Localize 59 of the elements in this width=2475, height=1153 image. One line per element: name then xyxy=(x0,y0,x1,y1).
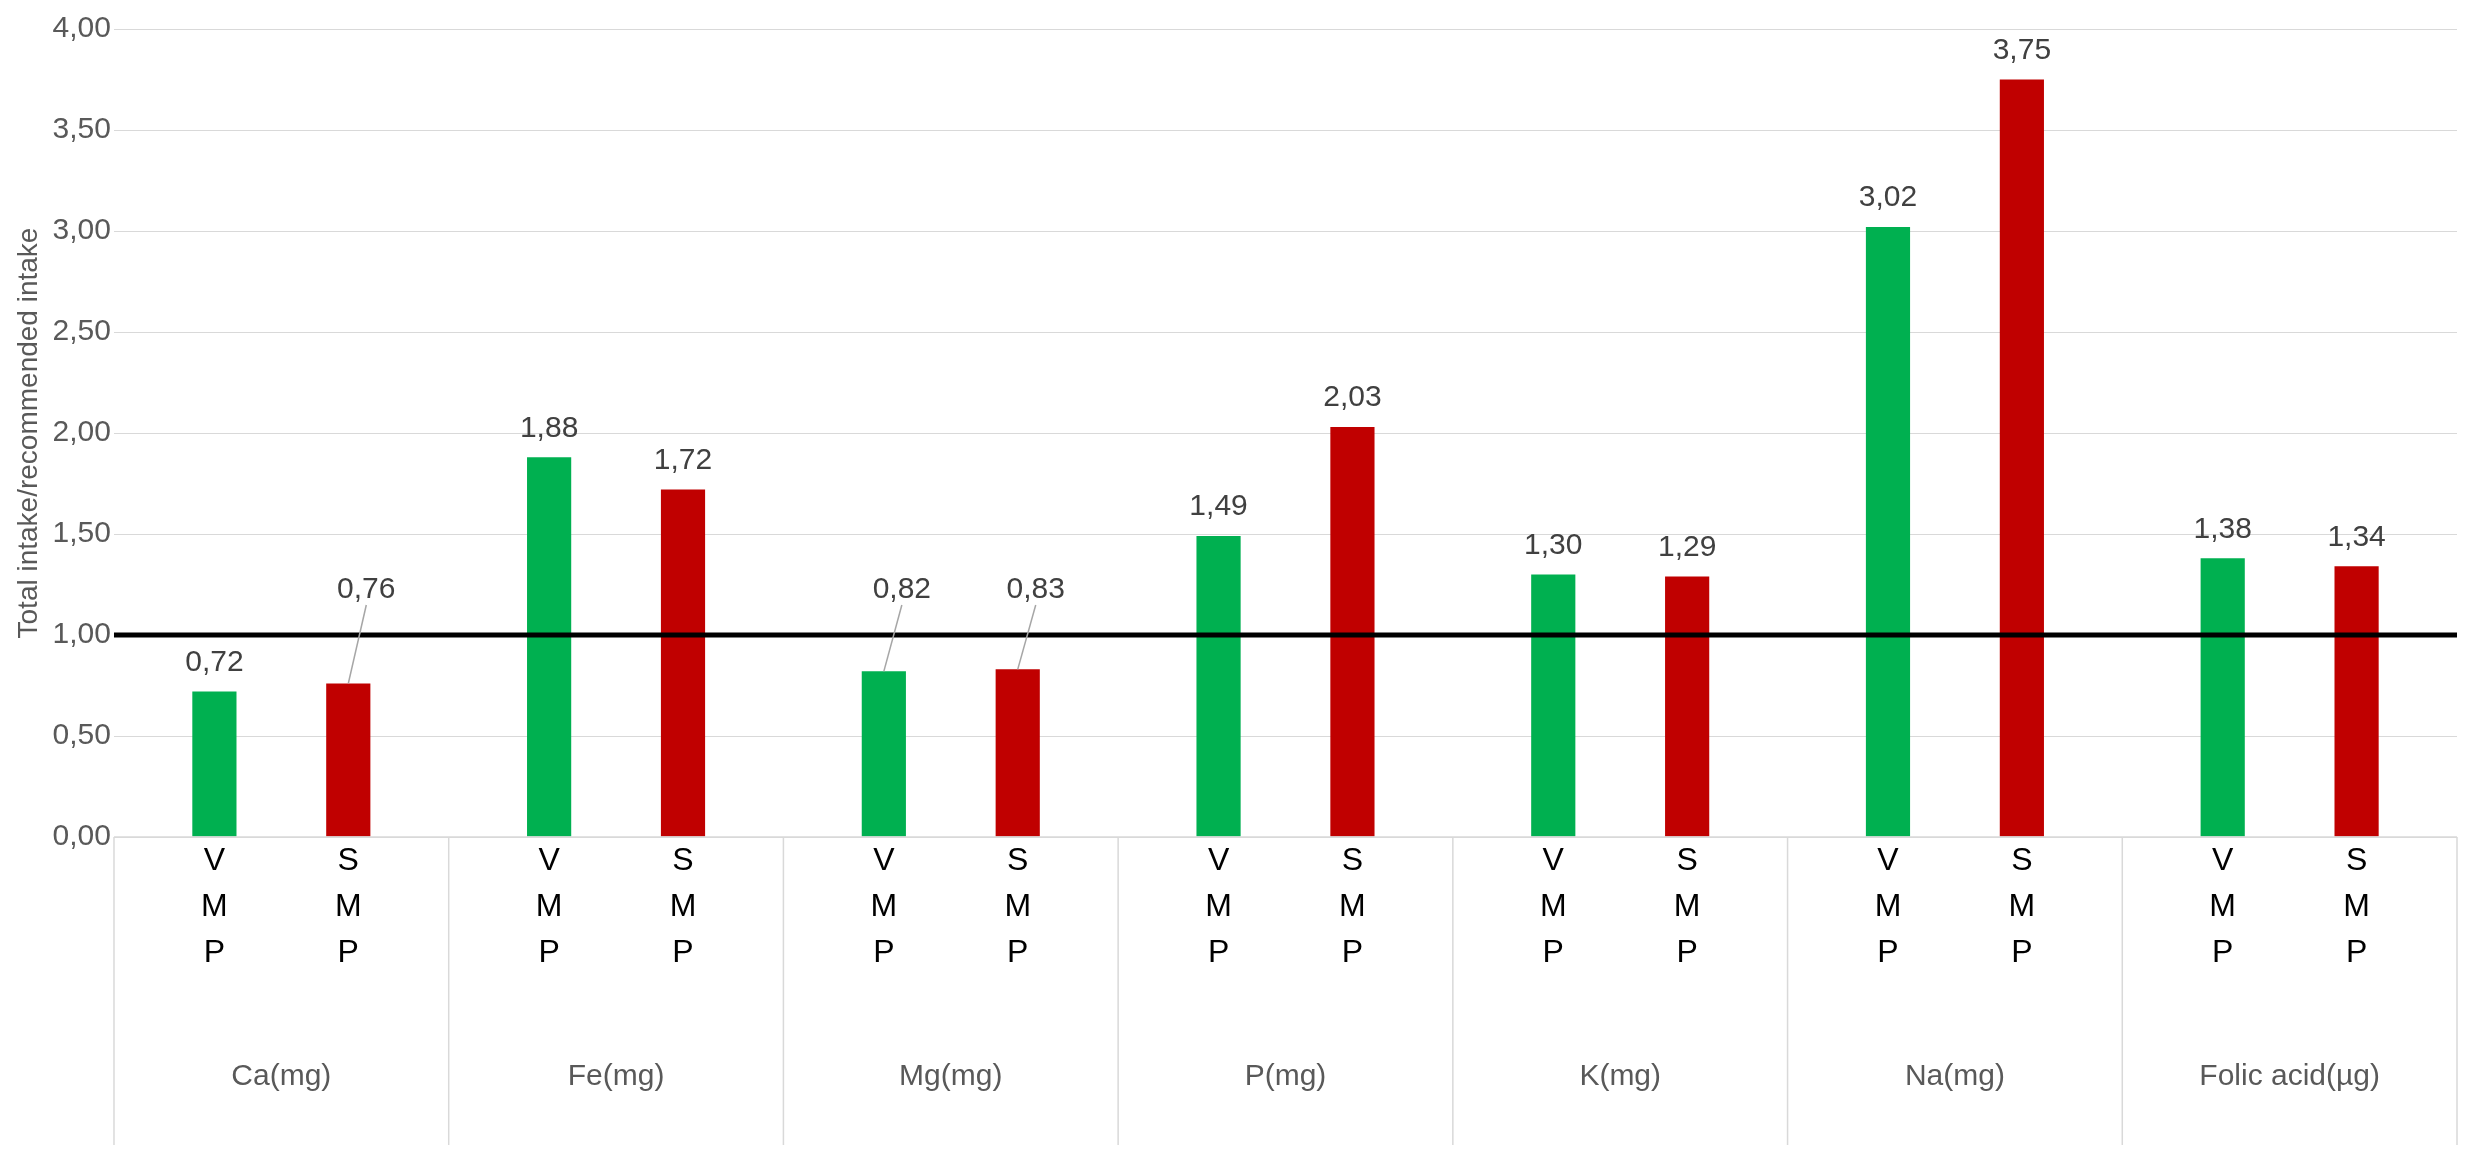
data-label: 1,29 xyxy=(1657,528,1717,562)
bar xyxy=(326,683,371,837)
data-label: 0,72 xyxy=(185,643,244,677)
bar xyxy=(1196,536,1241,837)
x-tick-label: Na(mg) xyxy=(1904,1058,2005,1092)
bar xyxy=(995,669,1040,837)
y-tick-label: 2,50 xyxy=(52,313,111,347)
y-tick-label: 3,00 xyxy=(52,212,111,246)
x-tick-label: K(mg) xyxy=(1579,1058,1662,1092)
series-label: SMP xyxy=(334,840,362,969)
bar xyxy=(2334,566,2379,837)
text: SMP xyxy=(669,840,697,969)
x-tick-label: Fe(mg) xyxy=(567,1058,665,1092)
text: SMP xyxy=(1004,840,1032,969)
data-label: 3,75 xyxy=(1992,31,2052,65)
bar xyxy=(192,691,237,837)
y-tick-label: 2,00 xyxy=(52,414,111,448)
text: VMP xyxy=(1205,840,1232,969)
y-tick-label: 3,50 xyxy=(52,111,111,145)
data-label: 3,02 xyxy=(1858,179,1918,213)
data-label: 1,49 xyxy=(1189,488,1248,522)
data-label: 0,83 xyxy=(1006,571,1065,605)
bar xyxy=(2200,558,2245,837)
text: SMP xyxy=(2343,840,2370,969)
data-label: 1,72 xyxy=(653,441,713,475)
y-tick-label: 4,00 xyxy=(52,10,111,44)
x-tick-label: Ca(mg) xyxy=(231,1058,332,1092)
data-label: 1,30 xyxy=(1524,526,1583,560)
text: VMP xyxy=(1874,840,1902,969)
x-tick-label: Folic acid(µg) xyxy=(2199,1058,2380,1092)
data-label: 1,34 xyxy=(2327,518,2386,552)
text: VMP xyxy=(535,840,563,969)
bar xyxy=(660,489,706,837)
bar xyxy=(1665,576,1710,837)
bar xyxy=(527,457,572,837)
text: VMP xyxy=(2209,840,2237,969)
bar xyxy=(1865,226,1911,837)
x-tick-label: P(mg) xyxy=(1244,1058,1327,1092)
y-tick-label: 0,50 xyxy=(52,717,111,751)
text: SMP xyxy=(1673,840,1701,969)
text: SMP xyxy=(2008,840,2036,969)
data-label: 1,88 xyxy=(519,409,579,443)
bar xyxy=(1531,574,1576,837)
y-axis-title: Total intake/recommended intake xyxy=(11,227,43,639)
y-tick-label: 1,50 xyxy=(52,515,111,549)
text: VMP xyxy=(870,840,898,969)
y-tick-label: 1,00 xyxy=(52,616,111,650)
text: VMP xyxy=(1539,840,1567,969)
x-tick-label: Mg(mg) xyxy=(899,1058,1003,1092)
data-label: 0,76 xyxy=(337,571,396,605)
y-tick-label: 0,00 xyxy=(52,818,111,852)
data-label: 0,82 xyxy=(872,571,932,605)
data-label: 2,03 xyxy=(1323,379,1382,413)
text: SMP xyxy=(1339,840,1366,969)
bar xyxy=(1999,79,2044,837)
bar xyxy=(861,671,906,837)
bar xyxy=(1330,426,1375,837)
data-label: 1,38 xyxy=(2193,510,2252,544)
series-label: VMP xyxy=(201,840,228,969)
